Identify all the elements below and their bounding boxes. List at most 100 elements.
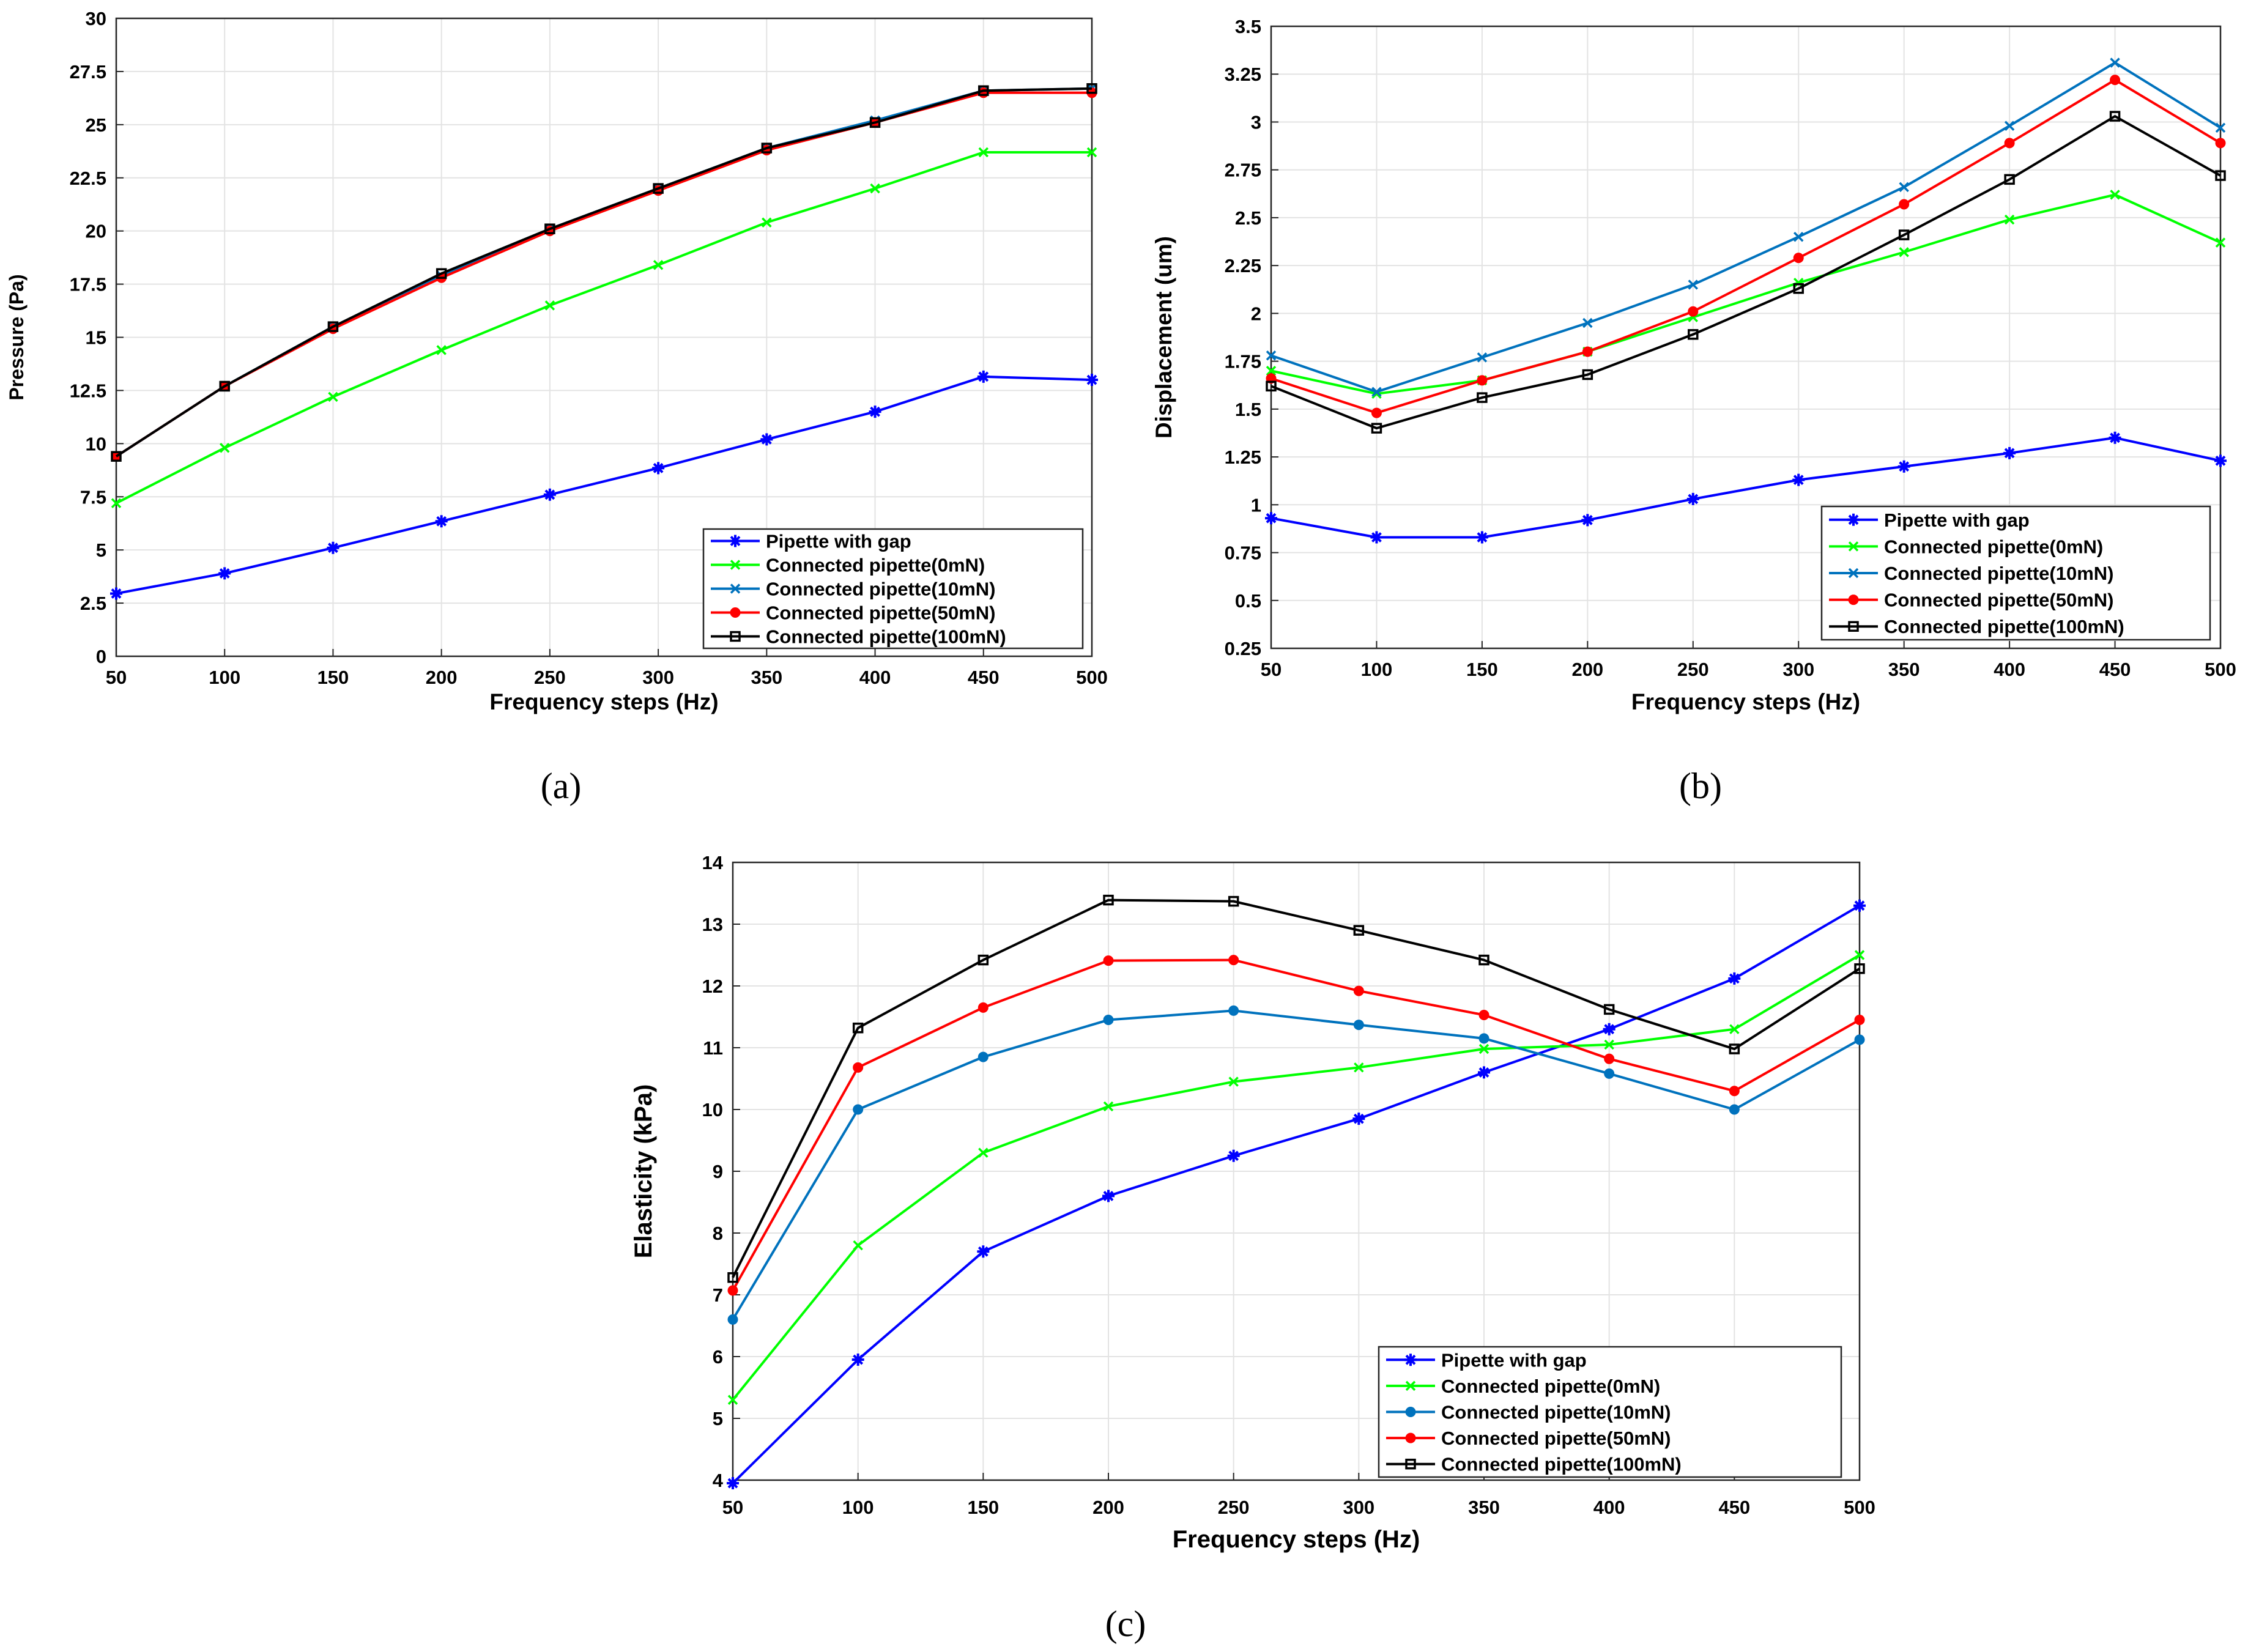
series-4 [1266,75,2226,418]
x-tick-label: 300 [642,667,674,688]
legend-marker [730,607,741,618]
data-point [1899,199,1910,210]
legend-label: Connected pipette(0mN) [766,555,985,576]
legend-label: Pipette with gap [766,531,911,552]
y-tick-label: 10 [702,1099,723,1120]
y-tick-label: 14 [702,852,724,873]
data-point [1086,83,1097,94]
legend-marker [1848,594,1859,606]
x-tick-label: 50 [1261,659,1282,680]
data-point [436,345,447,355]
data-point [1478,1033,1489,1044]
legend-label: Connected pipette(10mN) [1441,1402,1671,1423]
subfigure-caption: (c) [1105,1604,1146,1644]
y-tick-label: 4 [713,1470,724,1491]
legend-label: Connected pipette(50mN) [1441,1428,1671,1449]
x-tick-label: 150 [967,1497,999,1518]
legend-label: Connected pipette(0mN) [1441,1376,1660,1397]
data-point [1793,231,1804,242]
y-tick-label: 1.75 [1225,351,1261,372]
data-point [653,260,664,270]
series-line [1271,78,2222,415]
series-5 [111,83,1097,462]
series-line [732,904,1861,1484]
y-tick-label: 27.5 [70,61,106,83]
y-tick-label: 3.5 [1235,16,1261,37]
x-tick-label: 150 [317,667,349,688]
data-point [852,1022,864,1034]
data-point [218,567,231,580]
legend: Pipette with gap Connected pipette(0mN) Co… [702,528,1084,650]
data-point [1854,963,1865,974]
data-point [1897,460,1910,473]
data-point [2004,214,2015,225]
y-tick-label: 9 [713,1161,723,1182]
data-point [727,1314,738,1325]
data-point [2109,431,2121,444]
x-tick-label: 400 [1593,1497,1625,1518]
data-point [1228,895,1239,907]
y-tick-label: 6 [713,1346,723,1368]
data-point [327,541,339,554]
subfigure-caption: (b) [1679,766,1722,806]
data-point [1371,423,1382,434]
series-3 [1266,57,2226,397]
data-point [1086,374,1098,387]
data-point [544,223,555,234]
y-tick-label: 2.5 [1235,207,1261,229]
y-tick-label: 8 [713,1223,723,1244]
legend-label: Connected pipette(100mN) [766,626,1006,648]
legend-label: Connected pipette(50mN) [1884,590,2113,611]
series-line [732,898,1861,1278]
data-point [436,268,447,279]
x-tick-label: 50 [722,1497,743,1518]
x-tick-label: 300 [1343,1497,1374,1518]
series-line [1271,61,2222,393]
y-tick-label: 25 [86,114,106,136]
data-point [977,1051,989,1062]
series-1 [110,370,1098,600]
y-tick-label: 0 [96,646,106,667]
series-line [116,375,1092,595]
series-line [732,958,1860,1291]
data-point [869,406,881,418]
data-point [1854,1034,1865,1045]
x-tick-label: 350 [751,667,782,688]
chart-3: 50 100 150 200 250 300 350 400 450 500 4 5 6 7 8 9 10 11 1… [630,852,1875,1644]
x-tick-label: 100 [842,1497,874,1518]
x-tick-label: 100 [1361,659,1393,680]
x-tick-label: 250 [1677,659,1709,680]
y-axis-label: Displacement (um) [1151,236,1176,439]
data-point [1582,369,1593,380]
x-axis-label: Frequency steps (Hz) [489,689,718,714]
data-point [2215,122,2226,133]
y-tick-label: 12.5 [70,380,106,401]
legend-marker [1404,1354,1417,1366]
series-2 [111,147,1097,508]
data-point [652,462,665,475]
legend-label: Connected pipette(10mN) [766,579,995,600]
y-tick-label: 3 [1251,111,1261,133]
subfigure-caption: (a) [541,766,582,806]
axes-box [1270,25,2222,650]
x-tick-label: 50 [106,667,127,688]
x-tick-label: 300 [1782,659,1814,680]
data-point [978,147,989,158]
legend-marker [1405,1380,1416,1391]
data-point [1477,392,1488,403]
y-tick-label: 2.75 [1225,160,1261,181]
data-point [977,1245,990,1258]
y-tick-label: 1 [1251,494,1261,516]
x-axis-label: Frequency steps (Hz) [1631,689,1860,714]
data-point [1103,1101,1114,1112]
series-line [115,87,1092,457]
data-point [2004,138,2015,149]
legend-marker [730,583,741,594]
data-point [1103,955,1114,966]
data-point [978,1147,989,1158]
y-tick-label: 2 [1251,303,1261,324]
data-point [1729,1104,1740,1115]
legend-label: Connected pipette(100mN) [1884,616,2124,637]
x-tick-label: 350 [1888,659,1920,680]
